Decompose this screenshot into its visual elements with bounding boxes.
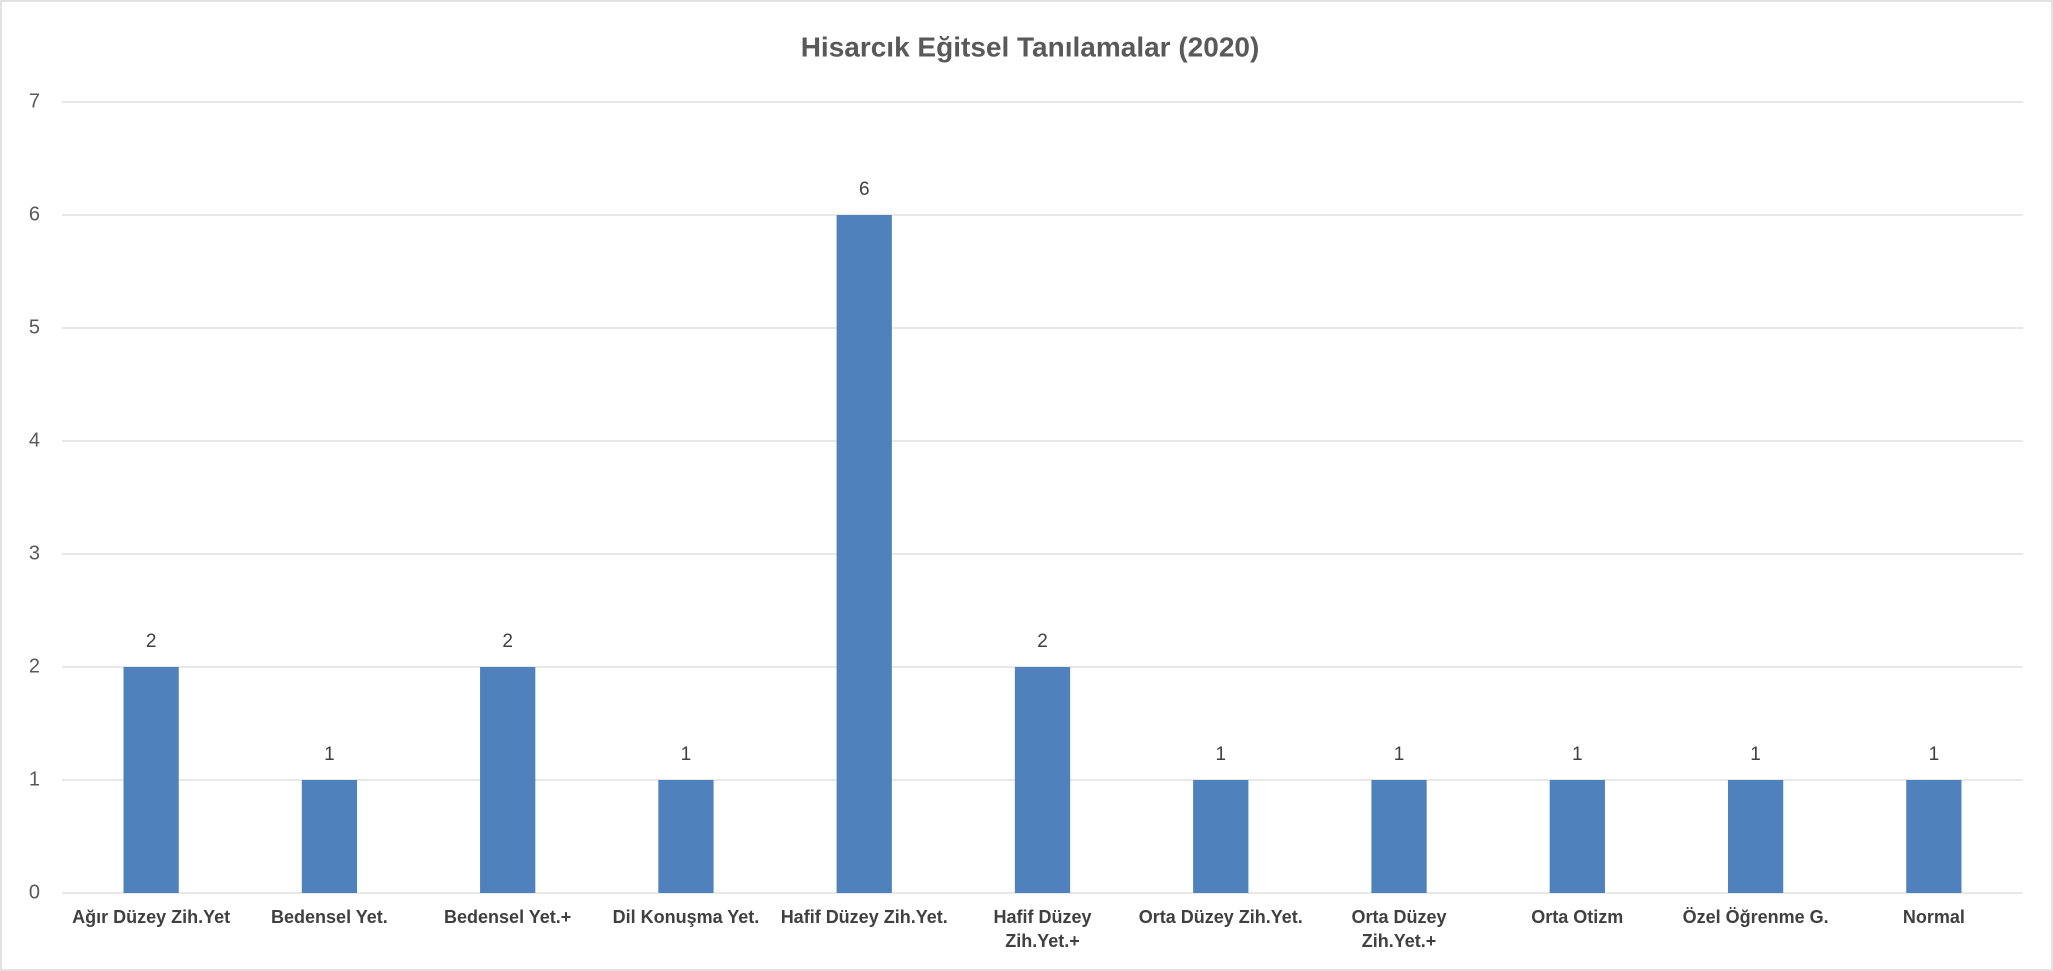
bar (1549, 780, 1605, 893)
y-tick-label: 0 (29, 881, 40, 903)
bar (123, 667, 179, 893)
y-tick-label: 7 (29, 90, 40, 112)
bar (480, 667, 536, 893)
data-label: 2 (1037, 631, 1048, 652)
x-tick-label: Bedensel Yet.+ (444, 907, 572, 927)
x-tick-label: Bedensel Yet. (271, 907, 388, 927)
y-tick-label: 6 (29, 203, 40, 225)
data-label: 1 (1572, 744, 1583, 765)
data-label: 1 (1750, 744, 1761, 765)
bar (1371, 780, 1427, 893)
y-tick-label: 2 (29, 655, 40, 677)
x-tick-label: Orta Düzey Zih.Yet.+ (1351, 907, 1447, 951)
y-tick-label: 1 (29, 768, 40, 790)
x-tick-label: Hafif Düzey Zih.Yet. (780, 907, 948, 927)
bar (658, 780, 714, 893)
data-label: 1 (681, 744, 692, 765)
x-tick-label: Normal (1902, 907, 1965, 927)
bar (1727, 780, 1784, 893)
x-tick-label: Özel Öğrenme G. (1682, 907, 1829, 927)
y-tick-label: 5 (29, 316, 40, 338)
data-label: 1 (324, 744, 335, 765)
bar (836, 215, 892, 893)
bar (1906, 780, 1962, 893)
bar (1193, 780, 1249, 893)
x-tick-label: Dil Konuşma Yet. (612, 907, 760, 927)
data-label: 1 (1215, 744, 1226, 765)
bar (1014, 667, 1071, 893)
y-tick-label: 4 (29, 429, 40, 451)
data-label: 6 (859, 179, 870, 200)
data-label: 2 (502, 631, 513, 652)
data-label: 2 (146, 631, 157, 652)
bar (301, 780, 358, 893)
x-tick-label: Orta Otizm (1531, 907, 1624, 927)
y-tick-label: 3 (29, 542, 40, 564)
x-tick-label: Ağır Düzey Zih.Yet (72, 907, 231, 927)
x-tick-label: Orta Düzey Zih.Yet. (1138, 907, 1303, 927)
chart-title: Hisarcık Eğitsel Tanılamalar (2020) (801, 31, 1260, 62)
x-tick-label: Hafif Düzey Zih.Yet.+ (993, 907, 1092, 951)
data-label: 1 (1929, 744, 1940, 765)
data-label: 1 (1394, 744, 1405, 765)
